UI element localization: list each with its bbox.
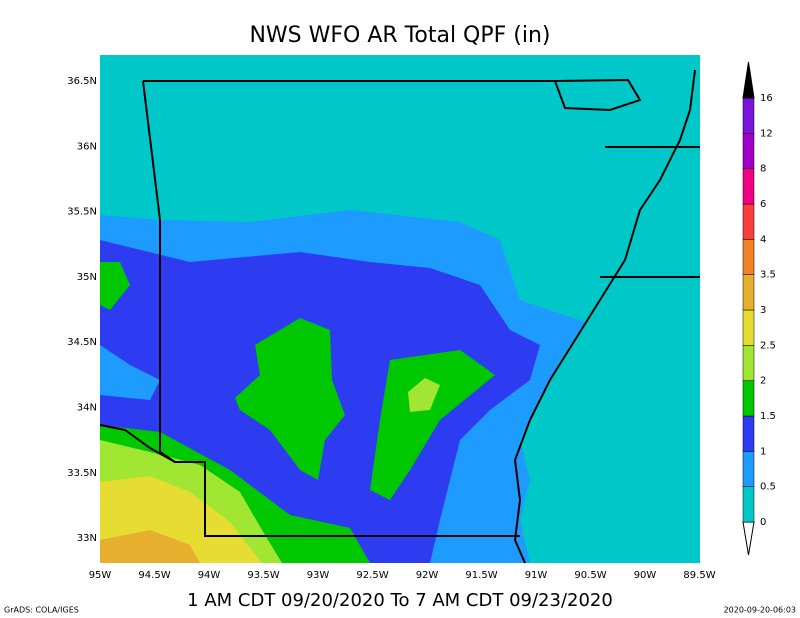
region	[370, 350, 495, 500]
colorbar-label: 0	[760, 517, 766, 528]
colorbar-label: 4	[760, 234, 766, 245]
lat-label: 33.5N	[67, 468, 97, 479]
lon-label: 95W	[89, 570, 112, 581]
colorbar-segment	[742, 97, 755, 134]
colorbar-label: 1.5	[760, 411, 776, 422]
colorbar-segment	[742, 168, 755, 205]
colorbar-label: 16	[760, 93, 773, 104]
lon-label: 90.5W	[574, 570, 606, 581]
colorbar-segment	[742, 309, 755, 346]
colorbar-label: 0.5	[760, 482, 776, 493]
lon-label: 92.5W	[356, 570, 388, 581]
state-borders	[99, 69, 700, 564]
subtitle: 1 AM CDT 09/20/2020 To 7 AM CDT 09/23/20…	[187, 590, 613, 611]
colorbar-segment	[742, 380, 755, 417]
lon-label: 93.5W	[247, 570, 279, 581]
colorbar-label: 6	[760, 199, 766, 210]
colorbar-label: 12	[760, 128, 773, 139]
credit: GrADS: COLA/IGES	[4, 606, 79, 615]
lon-label: 94W	[198, 570, 221, 581]
colorbar-segment	[742, 274, 755, 311]
region	[235, 318, 345, 480]
colorbar-segment	[742, 486, 755, 523]
lon-label: 93W	[307, 570, 330, 581]
colorbar-label: 2.5	[760, 340, 776, 351]
colorbar-segment	[742, 133, 755, 169]
colorbar-label: 3	[760, 305, 766, 316]
lat-label: 34.5N	[67, 337, 97, 348]
title: NWS WFO AR Total QPF (in)	[249, 23, 550, 48]
colorbar-label: 3.5	[760, 270, 776, 281]
colorbar-under	[742, 521, 755, 556]
lat-label: 35.5N	[67, 207, 97, 218]
colorbar-label: 2	[760, 376, 766, 387]
lon-label: 92W	[416, 570, 439, 581]
lat-label: 33N	[77, 533, 97, 544]
colorbar-segment	[742, 239, 755, 275]
region	[100, 262, 130, 310]
lat-label: 36.5N	[67, 76, 97, 87]
lat-label: 35N	[77, 272, 97, 283]
lon-label: 91W	[525, 570, 548, 581]
map	[99, 55, 700, 564]
lat-label: 36N	[77, 141, 97, 152]
timestamp: 2020-09-20-06:03	[724, 606, 796, 615]
lon-label: 89.5W	[683, 570, 715, 581]
region	[100, 530, 200, 563]
colorbar-label: 1	[760, 446, 766, 457]
colorbar-segment	[742, 451, 755, 487]
colorbar-over	[742, 61, 755, 99]
lat-label: 34N	[77, 403, 97, 414]
colorbar-segment	[742, 203, 755, 240]
colorbar-segment	[742, 345, 755, 381]
colorbar-label: 8	[760, 164, 766, 175]
lon-label: 91.5W	[465, 570, 497, 581]
colorbar-segment	[742, 415, 755, 452]
lon-label: 94.5W	[138, 570, 170, 581]
region	[408, 378, 440, 412]
lon-label: 90W	[634, 570, 657, 581]
